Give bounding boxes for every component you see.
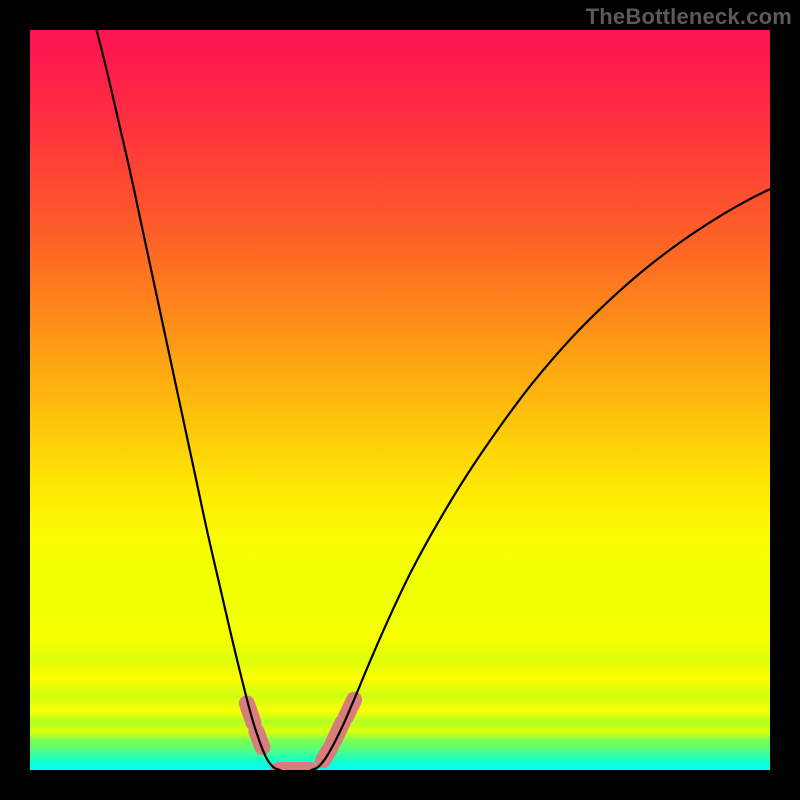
- chart-curves-layer: [30, 30, 770, 770]
- chart-plot-area: [30, 30, 770, 770]
- watermark-text: TheBottleneck.com: [586, 4, 792, 30]
- chart-left-curve: [97, 30, 281, 770]
- chart-marker: [333, 722, 343, 742]
- chart-right-curve: [311, 189, 770, 770]
